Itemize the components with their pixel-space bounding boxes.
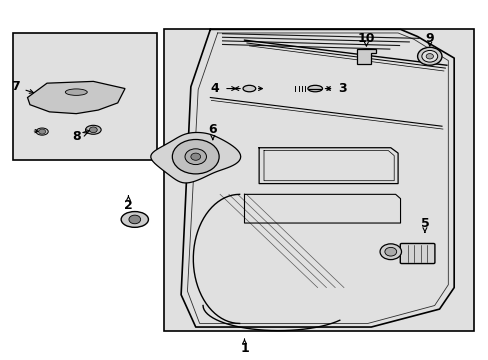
FancyBboxPatch shape [400,243,434,264]
Bar [13,33,157,160]
Text: 10: 10 [357,32,374,45]
Polygon shape [27,81,125,114]
Text: 1: 1 [240,342,248,355]
Text: 4: 4 [210,82,219,95]
Text: 2: 2 [124,199,133,212]
Text: 9: 9 [425,32,433,45]
Text: 3: 3 [337,82,346,95]
Circle shape [384,247,396,256]
Circle shape [89,127,97,133]
Text: 8: 8 [72,130,81,144]
Circle shape [421,50,437,62]
Circle shape [190,153,200,160]
Text: 7: 7 [11,80,20,93]
Circle shape [425,54,432,59]
Bar [163,30,473,330]
Circle shape [417,47,441,65]
Ellipse shape [243,85,255,92]
Circle shape [129,215,141,224]
Text: 5: 5 [420,216,428,230]
Ellipse shape [36,128,48,135]
Ellipse shape [85,125,101,134]
Circle shape [379,244,401,260]
Text: 6: 6 [208,123,217,136]
Ellipse shape [307,85,322,92]
Ellipse shape [65,89,87,95]
Circle shape [172,139,219,174]
Circle shape [39,129,45,134]
Polygon shape [356,49,375,64]
Ellipse shape [121,212,148,227]
Polygon shape [150,132,240,183]
Circle shape [184,149,206,165]
